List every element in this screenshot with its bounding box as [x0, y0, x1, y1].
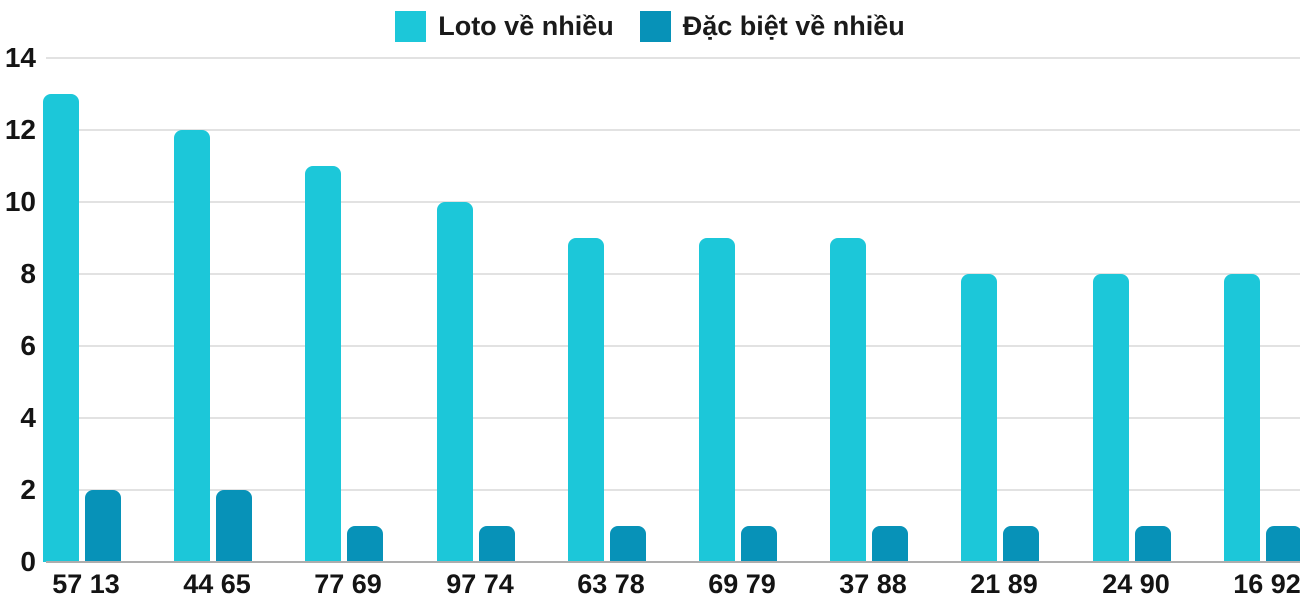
bar-ac-biet-ve-nhieu: [1003, 526, 1039, 562]
gridline: [46, 201, 1300, 203]
bar-loto-ve-nhieu: [568, 238, 604, 562]
bar-ac-biet-ve-nhieu: [1266, 526, 1300, 562]
x-axis-baseline: [46, 561, 1300, 563]
x-axis-label: 21 89: [970, 569, 1038, 599]
bar-loto-ve-nhieu: [830, 238, 866, 562]
y-axis-label: 0: [20, 546, 36, 577]
bar-loto-ve-nhieu: [1093, 274, 1129, 562]
x-axis-label: 69 79: [708, 569, 776, 599]
x-axis-label: 97 74: [446, 569, 514, 599]
x-axis-label: 24 90: [1102, 569, 1170, 599]
gridline: [46, 129, 1300, 131]
x-axis-label: 57 13: [52, 569, 120, 599]
legend-swatch-icon: [395, 11, 427, 42]
y-axis-label: 12: [4, 114, 36, 145]
x-axis-label: 63 78: [577, 569, 645, 599]
x-axis-label: 77 69: [314, 569, 382, 599]
bar-ac-biet-ve-nhieu: [1135, 526, 1171, 562]
gridline: [46, 489, 1300, 491]
bar-loto-ve-nhieu: [1224, 274, 1260, 562]
legend-item-ac-biet-ve-nhieu[interactable]: Đặc biệt về nhiều: [639, 11, 905, 42]
gridline: [46, 273, 1300, 275]
bar-ac-biet-ve-nhieu: [741, 526, 777, 562]
gridline: [46, 57, 1300, 59]
bar-ac-biet-ve-nhieu: [347, 526, 383, 562]
bar-loto-ve-nhieu: [437, 202, 473, 562]
bar-loto-ve-nhieu: [43, 94, 79, 562]
bar-loto-ve-nhieu: [174, 130, 210, 562]
legend-swatch-icon: [639, 11, 671, 42]
y-axis-label: 6: [20, 330, 36, 361]
bar-ac-biet-ve-nhieu: [479, 526, 515, 562]
bar-ac-biet-ve-nhieu: [85, 490, 121, 562]
legend-item-loto-ve-nhieu[interactable]: Loto về nhiều: [395, 11, 614, 42]
bar-ac-biet-ve-nhieu: [216, 490, 252, 562]
x-axis-label: 16 92: [1233, 569, 1300, 599]
bar-loto-ve-nhieu: [305, 166, 341, 562]
x-axis-label: 44 65: [183, 569, 251, 599]
bar-loto-ve-nhieu: [961, 274, 997, 562]
y-axis-label: 2: [20, 474, 36, 505]
x-axis-label: 37 88: [839, 569, 907, 599]
y-axis-label: 8: [20, 258, 36, 289]
gridline: [46, 345, 1300, 347]
legend-label: Loto về nhiều: [438, 11, 614, 41]
y-axis-label: 10: [4, 186, 36, 217]
bar-ac-biet-ve-nhieu: [610, 526, 646, 562]
bar-ac-biet-ve-nhieu: [872, 526, 908, 562]
legend-label: Đặc biệt về nhiều: [682, 11, 905, 41]
bar-loto-ve-nhieu: [699, 238, 735, 562]
legend: Loto về nhiều Đặc biệt về nhiều: [0, 11, 1300, 42]
y-axis-label: 14: [4, 42, 36, 73]
gridline: [46, 417, 1300, 419]
y-axis-label: 4: [20, 402, 36, 433]
